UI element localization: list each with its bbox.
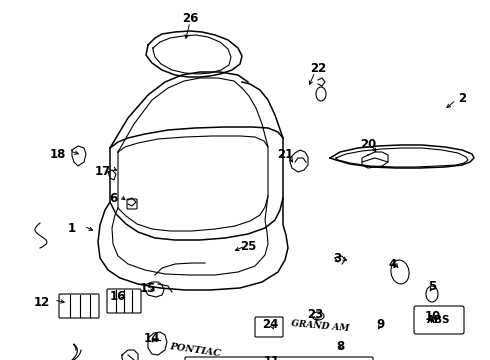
Text: 3: 3 (333, 252, 341, 265)
Text: 16: 16 (110, 290, 126, 303)
Text: GRAND AM: GRAND AM (291, 319, 349, 333)
Text: 26: 26 (182, 12, 198, 25)
Text: 6: 6 (109, 192, 117, 205)
Text: 22: 22 (310, 62, 326, 75)
Text: 15: 15 (140, 282, 156, 295)
Text: ABS: ABS (427, 315, 451, 325)
Text: 14: 14 (144, 332, 160, 345)
Text: 18: 18 (50, 148, 66, 161)
Text: 8: 8 (336, 340, 344, 353)
Text: 24: 24 (262, 318, 278, 331)
Text: 21: 21 (277, 148, 293, 161)
Text: 5: 5 (428, 280, 436, 293)
Text: 11: 11 (264, 355, 280, 360)
Text: 2: 2 (458, 92, 466, 105)
Text: 4: 4 (389, 258, 397, 271)
Text: 20: 20 (360, 138, 376, 151)
Text: 9: 9 (376, 318, 384, 331)
Text: 12: 12 (34, 296, 50, 309)
Text: 1: 1 (68, 222, 76, 235)
Text: 23: 23 (307, 308, 323, 321)
Text: 25: 25 (240, 240, 256, 253)
Text: 17: 17 (95, 165, 111, 178)
Text: PONTIAC: PONTIAC (169, 342, 221, 358)
Text: 10: 10 (425, 310, 441, 323)
